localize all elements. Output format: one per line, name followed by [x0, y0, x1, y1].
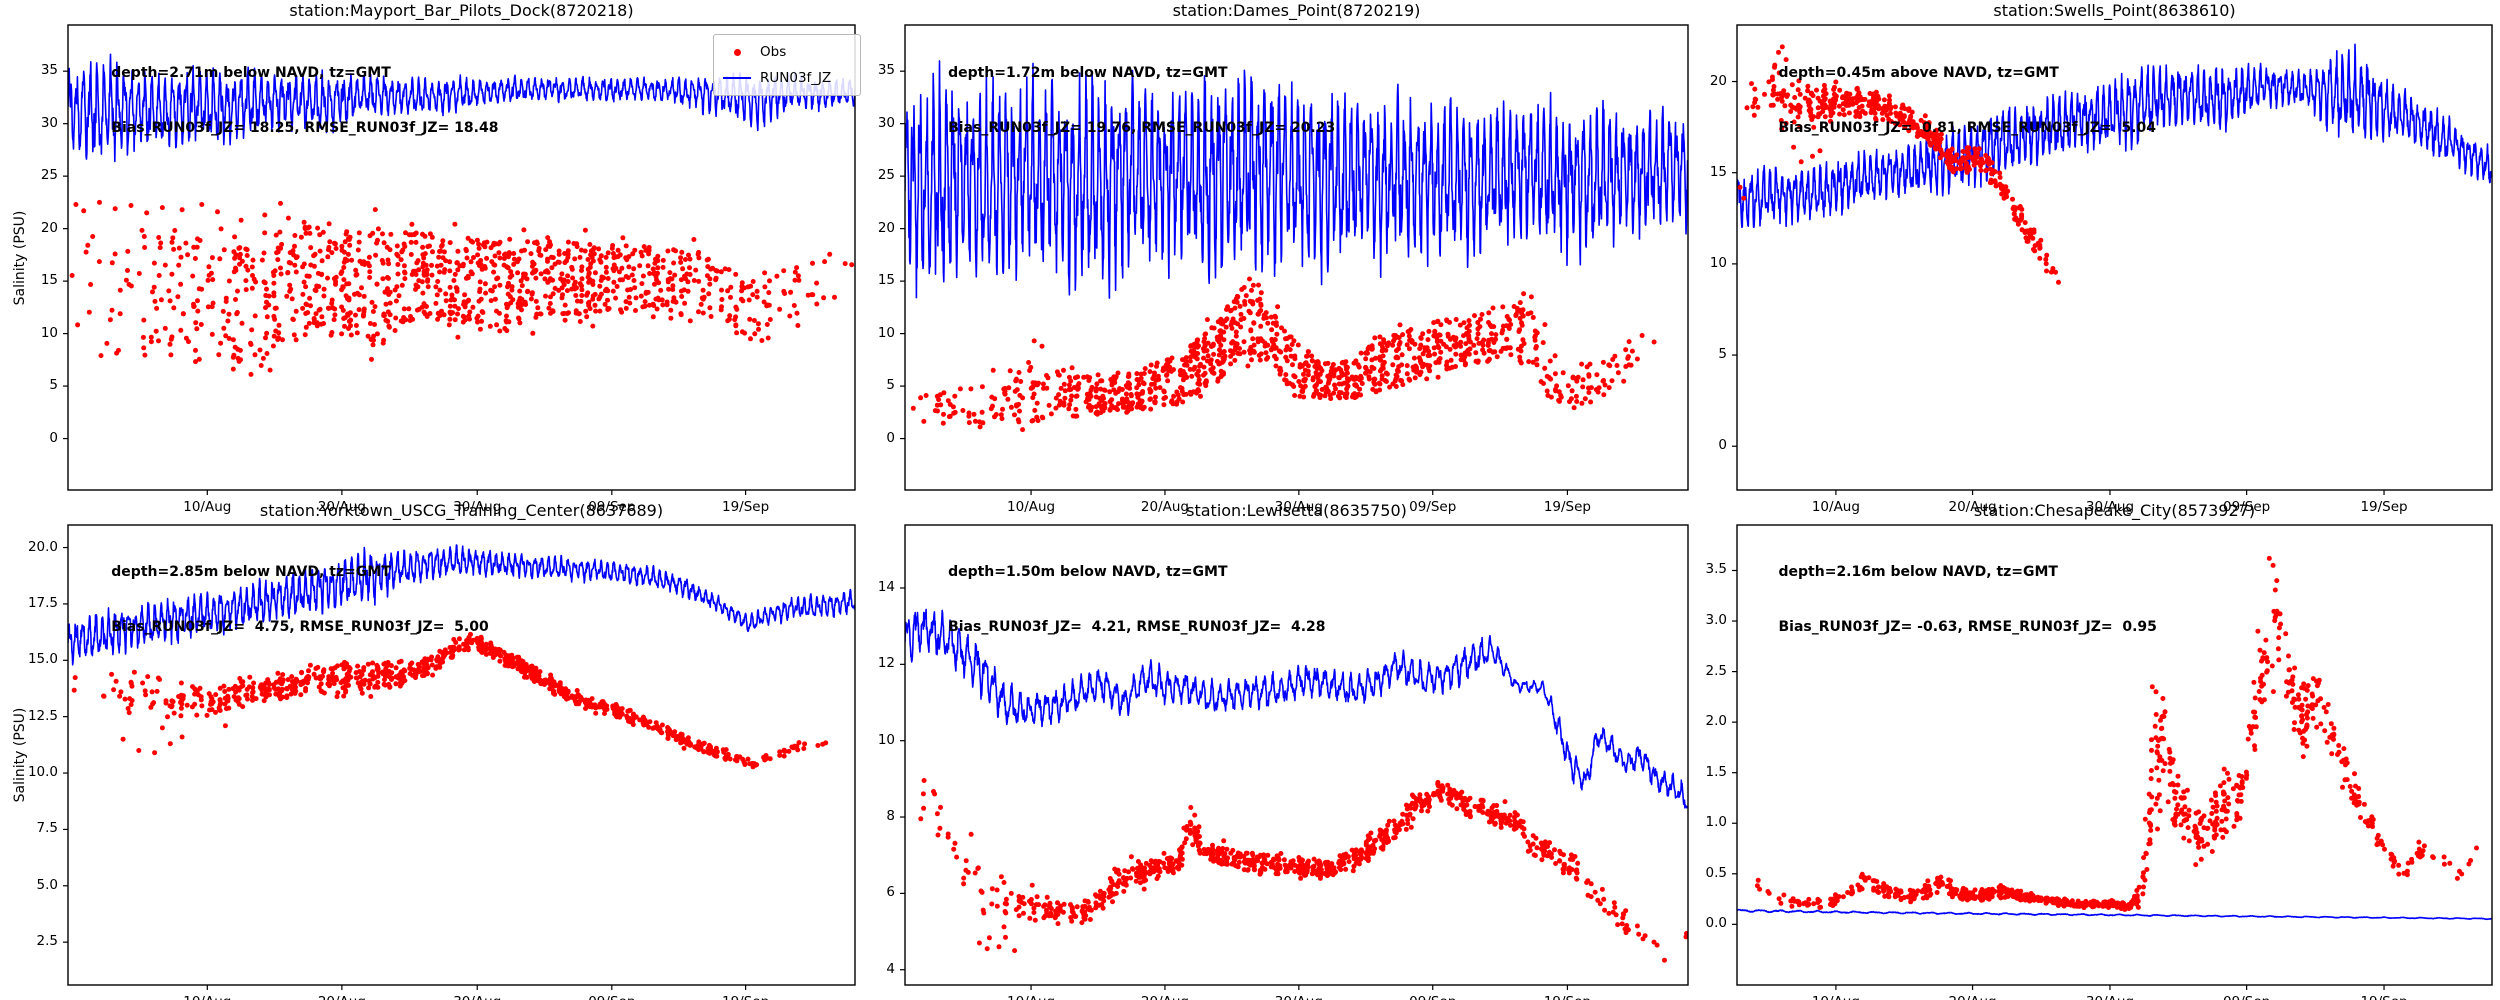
- plot-canvas: [63, 24, 2493, 990]
- figure: station:Mayport_Bar_Pilots_Dock(8720218)…: [12, 1, 2493, 1000]
